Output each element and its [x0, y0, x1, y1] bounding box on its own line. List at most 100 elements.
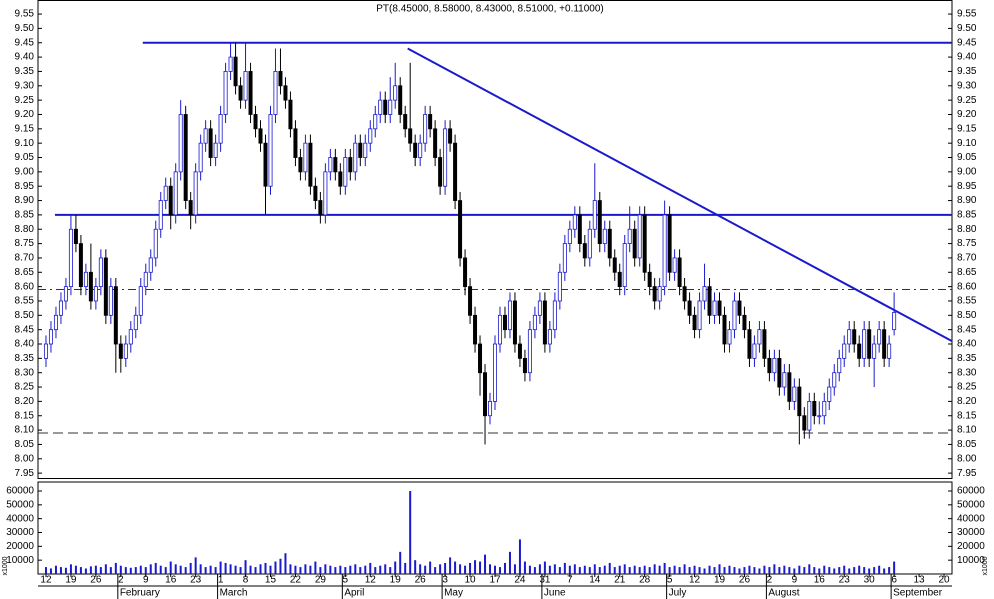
- volume-bar: [419, 564, 422, 574]
- x-tick-label: 12: [40, 575, 52, 586]
- volume-bar: [374, 567, 377, 574]
- volume-bar: [424, 565, 427, 574]
- candle-body: [502, 314, 507, 331]
- volume-bar: [334, 567, 337, 574]
- x-tick-label: 30: [864, 575, 876, 586]
- volume-bar: [484, 554, 487, 574]
- volume-bar: [623, 564, 626, 574]
- volume-bar: [673, 565, 676, 574]
- candle-body: [343, 157, 348, 187]
- candle-body: [867, 329, 872, 359]
- x-tick-label: 19: [65, 575, 77, 586]
- candle-body: [153, 228, 158, 259]
- candle-body: [208, 128, 213, 158]
- candle-body: [632, 228, 637, 259]
- y-tick-label: 8.75: [15, 238, 35, 249]
- volume-bar: [479, 561, 482, 574]
- volume-bar: [518, 539, 521, 574]
- candle-body: [238, 85, 243, 101]
- candle-body: [602, 228, 607, 244]
- x-tick-label: 1: [218, 575, 224, 586]
- y-tick-label: 8.85: [957, 210, 977, 221]
- candle-body: [672, 257, 677, 273]
- y-tick-label: 9.45: [15, 37, 35, 48]
- candle-body: [492, 343, 497, 402]
- volume-bar: [114, 562, 117, 574]
- x-tick-label: 9: [143, 575, 149, 586]
- volume-bar: [174, 564, 177, 574]
- candle-body: [388, 99, 393, 115]
- candle-body: [143, 271, 148, 288]
- volume-bar: [613, 567, 616, 574]
- volume-bar: [838, 567, 841, 574]
- volume-bar: [728, 565, 731, 574]
- candle-body: [43, 343, 48, 359]
- volume-bar: [199, 564, 202, 574]
- candle-body: [183, 114, 188, 201]
- volume-bar: [738, 568, 741, 574]
- volume-bar: [344, 567, 347, 574]
- x-tick-label: 26: [739, 575, 751, 586]
- candle-body: [408, 128, 413, 144]
- candle-body: [428, 114, 433, 130]
- y-tick-label: 9.50: [957, 23, 977, 34]
- volume-bar: [653, 564, 656, 574]
- volume-frame: [37, 481, 953, 575]
- candle-body: [258, 128, 263, 144]
- volume-bar: [74, 565, 77, 574]
- volume-bar: [464, 565, 467, 574]
- volume-bar: [44, 567, 47, 574]
- candle-body: [363, 142, 368, 158]
- candle-body: [707, 286, 712, 316]
- candle-body: [682, 286, 687, 302]
- volume-bar: [573, 564, 576, 574]
- volume-bar: [668, 567, 671, 574]
- candle-body: [323, 171, 328, 216]
- y-tick-label: 8.65: [957, 267, 977, 278]
- volume-bar: [883, 568, 886, 574]
- volume-bar: [598, 567, 601, 574]
- volume-bar: [713, 567, 716, 574]
- candle-body: [188, 200, 193, 216]
- volume-bar: [339, 565, 342, 574]
- volume-bar: [853, 567, 856, 574]
- candle-body: [48, 329, 53, 345]
- volume-bar: [399, 551, 402, 574]
- y-tick-label: 8.10: [957, 425, 977, 436]
- candle-body: [133, 314, 138, 331]
- y-tick-label: 8.45: [15, 324, 35, 335]
- candle-body: [612, 257, 617, 273]
- volume-bar: [194, 557, 197, 574]
- volume-bar: [603, 565, 606, 574]
- x-tick-label: 2: [767, 575, 773, 586]
- volume-bar: [793, 568, 796, 574]
- candle-body: [527, 329, 532, 374]
- candle-body: [473, 314, 478, 345]
- volume-tick-label: 40000: [957, 513, 985, 524]
- candle-body: [817, 415, 822, 418]
- volume-bar: [79, 567, 82, 574]
- candle-body: [702, 286, 707, 302]
- candle-body: [138, 286, 143, 316]
- candle-body: [103, 257, 108, 316]
- candle-body: [722, 314, 727, 345]
- y-tick-label: 8.25: [15, 382, 35, 393]
- volume-bar: [663, 562, 666, 574]
- volume-bar: [503, 562, 506, 574]
- volume-bar: [678, 567, 681, 574]
- month-label: July: [669, 588, 687, 599]
- volume-bar: [449, 557, 452, 574]
- candle-body: [93, 286, 98, 302]
- volume-bar: [508, 551, 511, 574]
- volume-bar: [279, 558, 282, 574]
- volume-unit: x1000: [982, 556, 989, 575]
- volume-bar: [533, 567, 536, 574]
- candle-body: [413, 142, 418, 158]
- x-tick-label: 12: [689, 575, 701, 586]
- candle-body: [158, 200, 163, 230]
- volume-bar: [309, 565, 312, 574]
- candle-body: [872, 343, 877, 359]
- candle-body: [433, 128, 438, 158]
- candle-body: [383, 99, 388, 115]
- volume-bar: [224, 562, 227, 574]
